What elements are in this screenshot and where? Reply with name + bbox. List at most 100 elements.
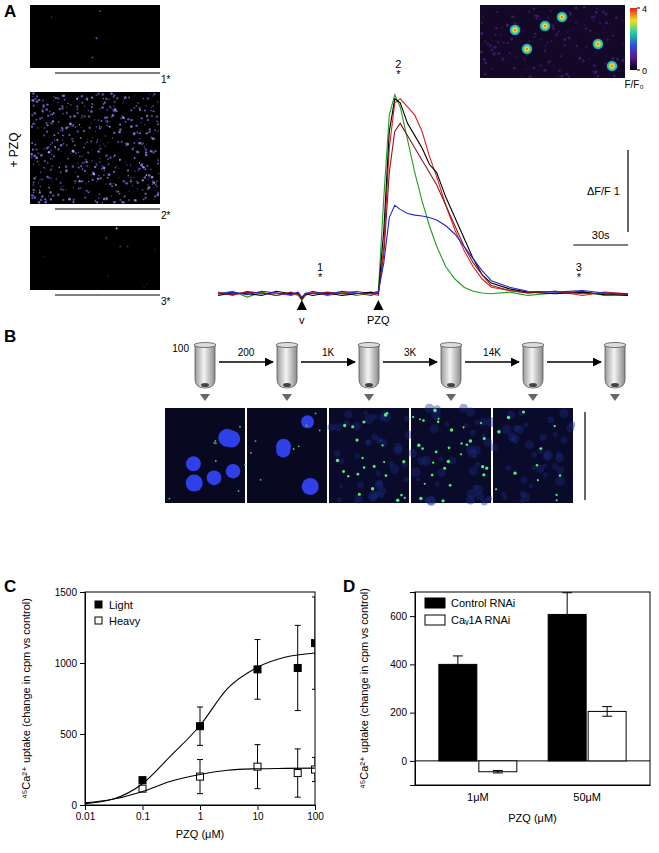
trace-line xyxy=(218,99,628,299)
pellet-pointer xyxy=(528,394,538,401)
inset-dot xyxy=(513,67,516,70)
micrograph-dot xyxy=(134,142,136,144)
micrograph-dot xyxy=(36,95,38,97)
transfer-arrow xyxy=(383,361,437,363)
micrograph-dot xyxy=(102,166,104,168)
blue-haze xyxy=(438,457,443,462)
micrograph-dot xyxy=(157,130,159,132)
micrograph-dot xyxy=(80,165,82,167)
nucleus xyxy=(301,415,314,428)
blue-haze xyxy=(543,472,548,477)
green-dot xyxy=(469,439,473,443)
transfer-arrow xyxy=(219,361,273,363)
micrograph-dot xyxy=(67,158,69,160)
micrograph-dot xyxy=(156,186,158,188)
inset-dot xyxy=(596,8,598,10)
micrograph-dot xyxy=(83,154,84,155)
inset-dot xyxy=(607,38,609,40)
tick: 0 xyxy=(71,800,85,811)
error-bar-cap xyxy=(562,636,572,637)
tick-mark xyxy=(80,734,85,735)
micrograph-dot xyxy=(135,95,136,96)
inset-dot xyxy=(497,41,499,43)
micrograph-dot xyxy=(135,105,137,107)
inset-cell xyxy=(521,43,533,55)
micrograph-dot xyxy=(46,200,47,201)
micrograph-dot xyxy=(138,170,139,171)
micrograph-dot xyxy=(132,185,133,186)
inset-dot xyxy=(589,29,592,32)
image-label: 3* xyxy=(161,296,171,307)
error-bar-cap xyxy=(295,748,301,749)
nucleus xyxy=(276,439,291,454)
micrograph-dot xyxy=(113,171,116,174)
inset-dot xyxy=(605,22,608,25)
micrograph-dot xyxy=(155,184,157,186)
micrograph-dot xyxy=(122,116,125,119)
micrograph-dot xyxy=(107,158,109,160)
tick-label: 0.01 xyxy=(76,811,96,822)
micrograph xyxy=(30,92,160,204)
error-bar-cap xyxy=(197,745,203,746)
green-dot xyxy=(215,440,217,442)
green-dot xyxy=(481,465,484,468)
inset-dot xyxy=(604,63,606,65)
blue-haze xyxy=(548,416,555,423)
micrograph-dot xyxy=(63,199,65,201)
micrograph-dot xyxy=(76,98,78,100)
tick-label: 50μM xyxy=(573,791,601,803)
micrograph-dot xyxy=(123,180,125,182)
tube-body xyxy=(605,345,625,388)
micrograph-dot xyxy=(152,95,153,96)
blue-haze xyxy=(354,495,363,504)
trace-line xyxy=(218,95,628,301)
micrograph-dot xyxy=(35,190,36,191)
inset-dot xyxy=(595,11,598,14)
x-axis-title: PZQ (μM) xyxy=(508,812,557,824)
micrograph-dot xyxy=(94,166,96,168)
blue-haze xyxy=(466,495,475,504)
blue-haze xyxy=(486,495,492,501)
micrograph-dot xyxy=(141,144,143,146)
micrograph-dot xyxy=(105,237,108,240)
green-dot xyxy=(384,413,388,417)
micrograph-dot xyxy=(52,194,55,197)
micrograph-dot xyxy=(47,162,49,164)
blue-haze xyxy=(466,407,476,417)
inset-dot xyxy=(500,34,502,36)
inset-dot xyxy=(495,34,497,36)
micrograph-dot xyxy=(80,187,82,189)
green-dot xyxy=(522,410,525,413)
micrograph-dot xyxy=(31,114,33,116)
inset-dot xyxy=(484,40,486,42)
green-dot xyxy=(462,426,464,428)
micrograph-dot xyxy=(104,170,105,171)
micrograph-dot xyxy=(52,165,54,167)
micrograph-dot xyxy=(102,202,103,203)
micrograph-dot xyxy=(116,165,117,166)
micrograph-dot xyxy=(126,145,127,146)
micrograph-dot xyxy=(118,168,119,169)
error-bar-cap xyxy=(255,699,261,700)
micrograph-dot xyxy=(99,161,100,162)
micrograph-dot xyxy=(37,161,39,163)
micrograph-dot xyxy=(51,168,52,169)
fraction-image xyxy=(409,404,496,506)
micrograph-dot xyxy=(92,57,94,59)
micrograph-dot xyxy=(130,180,132,182)
micrograph-dot xyxy=(60,188,62,190)
micrograph-dot xyxy=(157,159,159,161)
y-axis: 050010001500 xyxy=(55,587,86,811)
micrograph-dot xyxy=(113,132,115,134)
green-dot xyxy=(371,487,374,490)
inset-dot xyxy=(583,6,586,9)
green-dot xyxy=(433,409,437,413)
micrograph-dot xyxy=(32,99,34,101)
error-bar-cap xyxy=(255,788,261,789)
micrograph-dot xyxy=(31,126,33,128)
inset-cell xyxy=(556,11,568,23)
micrograph-dot xyxy=(130,109,132,111)
micrograph-dot xyxy=(134,199,137,202)
tick: 100 xyxy=(307,805,324,822)
micrograph-dot xyxy=(123,100,124,101)
